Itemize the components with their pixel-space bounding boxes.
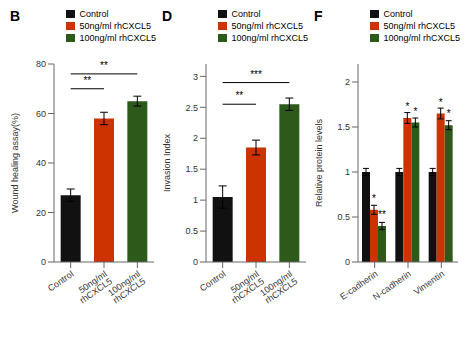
svg-text:2.5: 2.5 xyxy=(185,103,198,113)
svg-text:3: 3 xyxy=(193,72,198,82)
svg-text:**: ** xyxy=(235,90,243,101)
svg-text:***: *** xyxy=(250,69,262,80)
svg-text:0: 0 xyxy=(345,257,350,267)
html-text:Control: Control xyxy=(231,9,261,19)
svg-text:1: 1 xyxy=(193,195,198,205)
svg-text:1.5: 1.5 xyxy=(337,122,350,132)
svg-text:0: 0 xyxy=(193,257,198,267)
svg-text:0.5: 0.5 xyxy=(337,212,350,222)
svg-text:1: 1 xyxy=(345,167,350,177)
svg-text:Control: Control xyxy=(198,269,228,294)
svg-text:80: 80 xyxy=(36,59,46,69)
svg-text:*: * xyxy=(413,106,417,117)
html-text:D: D xyxy=(162,8,173,24)
svg-text:N-cadherin: N-cadherin xyxy=(371,269,413,302)
svg-text:20: 20 xyxy=(36,208,46,218)
svg-text:Control: Control xyxy=(46,269,76,294)
html-text:Control: Control xyxy=(383,9,413,19)
svg-text:2: 2 xyxy=(345,77,350,87)
html-text:F: F xyxy=(314,8,323,24)
svg-text:50ng/mlrhCXCL5: 50ng/mlrhCXCL5 xyxy=(225,269,266,306)
svg-text:Relative protein levels: Relative protein levels xyxy=(314,118,324,207)
svg-text:100ng/mlrhCXCL5: 100ng/mlrhCXCL5 xyxy=(106,269,147,306)
svg-text:0.5: 0.5 xyxy=(185,226,198,236)
svg-text:Invasion Index: Invasion Index xyxy=(162,133,172,192)
html-text:Control: Control xyxy=(79,9,109,19)
svg-text:*: * xyxy=(405,101,409,112)
svg-text:60: 60 xyxy=(36,109,46,119)
html-text:50ng/ml rhCXCL5: 50ng/ml rhCXCL5 xyxy=(79,21,151,31)
svg-text:Wound healing assay(%): Wound healing assay(%) xyxy=(10,113,20,213)
svg-text:1.5: 1.5 xyxy=(185,164,198,174)
svg-text:E-cadherin: E-cadherin xyxy=(338,268,380,302)
html-text:100ng/ml rhCXCL5: 100ng/ml rhCXCL5 xyxy=(79,33,156,43)
svg-text:*: * xyxy=(372,193,376,204)
svg-text:**: ** xyxy=(83,75,91,86)
svg-text:Vimentin: Vimentin xyxy=(412,269,446,297)
svg-text:2: 2 xyxy=(193,133,198,143)
svg-text:**: ** xyxy=(378,209,386,220)
svg-text:**: ** xyxy=(100,60,108,71)
html-text:B: B xyxy=(10,8,21,24)
html-text:50ng/ml rhCXCL5: 50ng/ml rhCXCL5 xyxy=(383,21,455,31)
svg-text:50ng/mlrhCXCL5: 50ng/mlrhCXCL5 xyxy=(73,269,114,306)
svg-text:0: 0 xyxy=(41,257,46,267)
svg-text:100ng/mlrhCXCL5: 100ng/mlrhCXCL5 xyxy=(258,269,299,306)
svg-text:40: 40 xyxy=(36,158,46,168)
html-text:100ng/ml rhCXCL5: 100ng/ml rhCXCL5 xyxy=(231,33,308,43)
svg-text:*: * xyxy=(447,108,451,119)
html-text:100ng/ml rhCXCL5: 100ng/ml rhCXCL5 xyxy=(383,33,460,43)
html-text:50ng/ml rhCXCL5: 50ng/ml rhCXCL5 xyxy=(231,21,303,31)
svg-text:*: * xyxy=(439,97,443,108)
